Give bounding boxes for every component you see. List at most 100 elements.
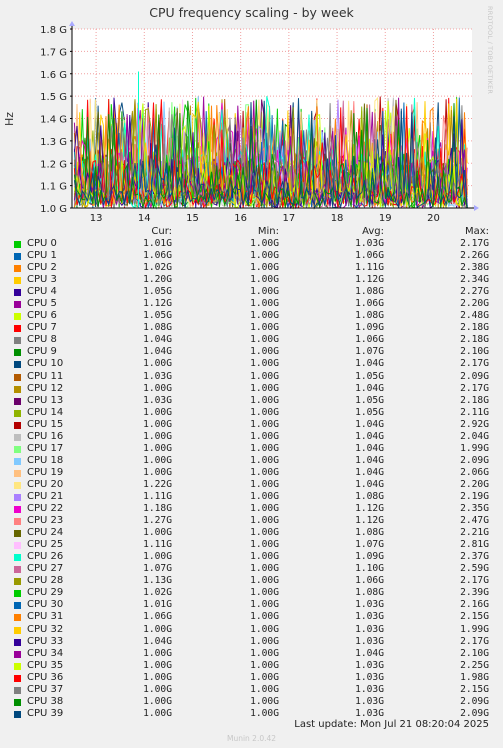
legend-cur-value: 1.00G bbox=[143, 442, 172, 454]
y-tick-label: 1.1 G bbox=[40, 182, 67, 193]
legend-series-name: CPU 32 bbox=[27, 623, 64, 635]
legend-min-value: 1.00G bbox=[250, 599, 279, 611]
legend-max-value: 2.06G bbox=[460, 466, 489, 478]
legend-min-value: 1.00G bbox=[250, 274, 279, 286]
legend-min-value: 1.00G bbox=[250, 707, 279, 719]
legend-swatch bbox=[14, 421, 21, 429]
legend-cur-value: 1.01G bbox=[143, 599, 172, 611]
y-tick-label: 1.3 G bbox=[40, 137, 67, 148]
legend-max-value: 2.21G bbox=[460, 527, 489, 539]
legend-avg-value: 1.04G bbox=[355, 358, 384, 370]
legend-swatch bbox=[14, 481, 21, 489]
legend-avg-value: 1.09G bbox=[355, 322, 384, 334]
legend-max-value: 2.20G bbox=[460, 298, 489, 310]
legend-cur-value: 1.04G bbox=[143, 346, 172, 358]
x-tick-label: 16 bbox=[234, 213, 247, 224]
legend-row: CPU 38 1.00G 1.00G 1.03G 2.09G bbox=[0, 696, 503, 708]
legend-cur-value: 1.00G bbox=[143, 430, 172, 442]
legend-header: Cur: Min: Avg: Max: bbox=[0, 226, 503, 238]
legend-min-value: 1.00G bbox=[250, 358, 279, 370]
legend-col-avg: Avg: bbox=[362, 226, 384, 237]
legend-avg-value: 1.03G bbox=[355, 695, 384, 707]
legend-series-name: CPU 20 bbox=[27, 478, 64, 490]
legend-avg-value: 1.05G bbox=[355, 394, 384, 406]
legend-avg-value: 1.03G bbox=[355, 599, 384, 611]
legend-row: CPU 3 1.20G 1.00G 1.12G 2.34G bbox=[0, 274, 503, 286]
legend-avg-value: 1.08G bbox=[355, 587, 384, 599]
legend-series-name: CPU 25 bbox=[27, 539, 64, 551]
legend-series-name: CPU 31 bbox=[27, 611, 64, 623]
legend-max-value: 2.15G bbox=[460, 611, 489, 623]
legend-cur-value: 1.00G bbox=[143, 527, 172, 539]
legend-cur-value: 1.00G bbox=[143, 418, 172, 430]
legend-col-cur: Cur: bbox=[151, 226, 172, 237]
legend-col-max: Max: bbox=[464, 226, 489, 237]
legend-min-value: 1.00G bbox=[250, 334, 279, 346]
legend-row: CPU 35 1.00G 1.00G 1.03G 2.25G bbox=[0, 660, 503, 672]
legend-min-value: 1.00G bbox=[250, 406, 279, 418]
legend-cur-value: 1.00G bbox=[143, 647, 172, 659]
legend-series-name: CPU 2 bbox=[27, 262, 57, 274]
legend-row: CPU 20 1.22G 1.00G 1.04G 2.20G bbox=[0, 479, 503, 491]
legend-cur-value: 1.00G bbox=[143, 406, 172, 418]
legend-cur-value: 1.00G bbox=[143, 683, 172, 695]
legend-avg-value: 1.12G bbox=[355, 503, 384, 515]
legend-avg-value: 1.04G bbox=[355, 647, 384, 659]
legend-min-value: 1.00G bbox=[250, 575, 279, 587]
legend-min-value: 1.00G bbox=[250, 503, 279, 515]
legend-max-value: 1.99G bbox=[460, 623, 489, 635]
legend-min-value: 1.00G bbox=[250, 551, 279, 563]
legend-series-name: CPU 22 bbox=[27, 503, 64, 515]
legend-swatch bbox=[14, 313, 21, 321]
legend-max-value: 2.09G bbox=[460, 707, 489, 719]
legend-cur-value: 1.00G bbox=[143, 454, 172, 466]
legend-swatch bbox=[14, 602, 21, 610]
legend-avg-value: 1.04G bbox=[355, 442, 384, 454]
legend-cur-value: 1.22G bbox=[143, 478, 172, 490]
legend-max-value: 2.04G bbox=[460, 430, 489, 442]
legend-cur-value: 1.00G bbox=[143, 707, 172, 719]
x-tick-label: 20 bbox=[427, 213, 440, 224]
legend-avg-value: 1.04G bbox=[355, 454, 384, 466]
legend-cur-value: 1.13G bbox=[143, 575, 172, 587]
y-tick-label: 1.6 G bbox=[40, 70, 67, 81]
plot-area: 1.0 G 1.1 G 1.2 G 1.3 G 1.4 G 1.5 G 1.6 G 1.7 G… bbox=[40, 21, 479, 224]
legend-avg-value: 1.05G bbox=[355, 370, 384, 382]
legend-cur-value: 1.08G bbox=[143, 322, 172, 334]
legend-series-name: CPU 39 bbox=[27, 707, 64, 719]
legend-max-value: 2.35G bbox=[460, 503, 489, 515]
legend-series-name: CPU 38 bbox=[27, 695, 64, 707]
legend-min-value: 1.00G bbox=[250, 587, 279, 599]
legend-min-value: 1.00G bbox=[250, 671, 279, 683]
legend-avg-value: 1.03G bbox=[355, 671, 384, 683]
x-tick-labels: 13 14 15 16 17 18 19 20 bbox=[90, 213, 440, 224]
legend-swatch bbox=[14, 614, 21, 622]
legend-swatch bbox=[14, 650, 21, 658]
legend-cur-value: 1.01G bbox=[143, 238, 172, 249]
legend-row: CPU 14 1.00G 1.00G 1.05G 2.11G bbox=[0, 407, 503, 419]
legend-swatch bbox=[14, 554, 21, 562]
legend-avg-value: 1.03G bbox=[355, 623, 384, 635]
legend-max-value: 2.59G bbox=[460, 563, 489, 575]
legend-max-value: 2.92G bbox=[460, 418, 489, 430]
legend-cur-value: 1.04G bbox=[143, 334, 172, 346]
legend-series-name: CPU 13 bbox=[27, 394, 64, 406]
x-tick-label: 13 bbox=[90, 213, 103, 224]
legend-max-value: 2.27G bbox=[460, 286, 489, 298]
legend-max-value: 2.81G bbox=[460, 539, 489, 551]
legend-swatch bbox=[14, 698, 21, 706]
legend-series-name: CPU 26 bbox=[27, 551, 64, 563]
legend-row: CPU 32 1.00G 1.00G 1.03G 1.99G bbox=[0, 624, 503, 636]
legend-swatch bbox=[14, 373, 21, 381]
y-axis-arrow bbox=[69, 21, 75, 26]
legend-min-value: 1.00G bbox=[250, 394, 279, 406]
legend-max-value: 2.18G bbox=[460, 334, 489, 346]
legend-max-value: 2.09G bbox=[460, 454, 489, 466]
legend-col-min: Min: bbox=[257, 226, 279, 237]
legend-avg-value: 1.03G bbox=[355, 635, 384, 647]
legend-row: CPU 39 1.00G 1.00G 1.03G 2.09G bbox=[0, 708, 503, 720]
legend-swatch bbox=[14, 301, 21, 309]
footer-version: Munin 2.0.42 bbox=[226, 734, 277, 743]
legend-max-value: 2.17G bbox=[460, 575, 489, 587]
legend-swatch bbox=[14, 638, 21, 646]
